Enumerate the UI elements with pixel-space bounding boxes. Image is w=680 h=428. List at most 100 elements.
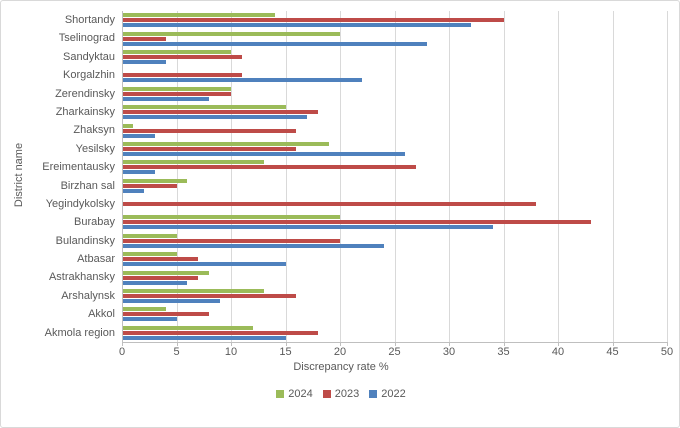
category-label-sandyktau: Sandyktau xyxy=(63,50,115,63)
category-label-ereimentausky: Ereimentausky xyxy=(42,161,115,174)
bar-arshalynsk-2022 xyxy=(122,299,221,304)
category-label-astrakhansky: Astrakhansky xyxy=(48,271,115,284)
category-label-birzhan-sal: Birzhan sal xyxy=(60,179,115,192)
bar-burabay-2022 xyxy=(122,225,493,230)
bar-zhaksyn-2024 xyxy=(122,123,133,128)
category-label-yegindykolsky: Yegindykolsky xyxy=(45,197,115,210)
x-tick-label-45: 45 xyxy=(606,346,619,358)
y-axis-line xyxy=(122,11,123,342)
y-axis-title: District name xyxy=(13,142,25,208)
gridline-x-15 xyxy=(285,11,287,342)
bar-yesilsky-2023 xyxy=(122,146,297,151)
x-tick-label-15: 15 xyxy=(279,346,292,358)
tick-mark-x-15 xyxy=(285,342,287,346)
bar-bulandinsky-2024 xyxy=(122,233,177,238)
category-label-bulandinsky: Bulandinsky xyxy=(55,234,115,247)
bar-akmola-region-2024 xyxy=(122,325,253,330)
x-tick-label-0: 0 xyxy=(118,346,126,358)
bar-burabay-2024 xyxy=(122,215,340,220)
x-tick-label-5: 5 xyxy=(173,346,180,358)
bar-akmola-region-2023 xyxy=(122,330,319,335)
category-label-yesilsky: Yesilsky xyxy=(75,142,115,155)
bar-atbasar-2023 xyxy=(122,257,199,262)
legend-label-2022: 2022 xyxy=(381,388,406,400)
legend-item-2024: 2024 xyxy=(276,388,313,400)
x-axis-line xyxy=(122,342,668,343)
tick-mark-x-35 xyxy=(503,342,505,346)
x-tick-label-30: 30 xyxy=(442,346,456,358)
x-tick-label-35: 35 xyxy=(497,346,510,358)
bar-ereimentausky-2024 xyxy=(122,160,264,165)
tick-mark-x-25 xyxy=(394,342,396,346)
bar-shortandy-2024 xyxy=(122,13,275,18)
bar-arshalynsk-2023 xyxy=(122,294,297,299)
bar-sandyktau-2022 xyxy=(122,59,166,64)
bar-zharkainsky-2022 xyxy=(122,115,308,120)
bar-astrakhansky-2024 xyxy=(122,270,210,275)
bar-yesilsky-2024 xyxy=(122,141,330,146)
bar-tselinograd-2023 xyxy=(122,36,166,41)
category-label-akkol: Akkol xyxy=(88,308,115,321)
bar-astrakhansky-2023 xyxy=(122,275,199,280)
x-tick-label-10: 10 xyxy=(224,346,238,358)
legend: 2024 2023 2022 xyxy=(1,388,679,400)
plot-area xyxy=(122,11,668,342)
bar-bulandinsky-2023 xyxy=(122,238,340,243)
bar-yesilsky-2022 xyxy=(122,151,406,156)
bar-birzhan-sal-2024 xyxy=(122,178,188,183)
category-label-burabay: Burabay xyxy=(74,216,115,229)
bar-zhaksyn-2023 xyxy=(122,128,297,133)
gridline-x-30 xyxy=(449,11,450,342)
bar-burabay-2023 xyxy=(122,220,591,225)
category-label-arshalynsk: Arshalynsk xyxy=(61,289,115,302)
bar-shortandy-2022 xyxy=(122,23,471,28)
legend-label-2024: 2024 xyxy=(288,388,313,400)
bar-yegindykolsky-2023 xyxy=(122,202,537,207)
tick-mark-x-50 xyxy=(667,342,668,346)
bar-akkol-2022 xyxy=(122,317,177,322)
legend-item-2022: 2022 xyxy=(369,388,406,400)
bar-bulandinsky-2022 xyxy=(122,243,384,248)
category-label-atbasar: Atbasar xyxy=(77,253,115,266)
gridline-x-35 xyxy=(503,11,505,342)
category-label-zhaksyn: Zhaksyn xyxy=(73,124,115,137)
bar-ereimentausky-2023 xyxy=(122,165,417,170)
bar-zerendinsky-2024 xyxy=(122,86,231,91)
legend-marker-2023 xyxy=(322,390,331,398)
x-tick-label-25: 25 xyxy=(388,346,401,358)
bar-zerendinsky-2023 xyxy=(122,91,231,96)
tick-mark-x-45 xyxy=(612,342,614,346)
legend-label-2023: 2023 xyxy=(334,388,360,400)
bar-korgalzhin-2022 xyxy=(122,78,362,83)
bar-korgalzhin-2023 xyxy=(122,73,242,78)
category-label-zerendinsky: Zerendinsky xyxy=(55,87,115,100)
x-tick-label-50: 50 xyxy=(660,346,674,358)
legend-marker-2022 xyxy=(369,390,378,398)
tick-mark-x-40 xyxy=(558,342,559,346)
bar-astrakhansky-2022 xyxy=(122,280,188,285)
category-label-shortandy: Shortandy xyxy=(64,14,115,26)
bar-tselinograd-2024 xyxy=(122,31,340,36)
gridline-x-20 xyxy=(340,11,341,342)
gridline-x-40 xyxy=(558,11,559,342)
tick-mark-x-20 xyxy=(340,342,341,346)
bar-akkol-2024 xyxy=(122,307,166,312)
bar-akmola-region-2022 xyxy=(122,335,286,340)
bar-zerendinsky-2022 xyxy=(122,96,210,101)
legend-item-2023: 2023 xyxy=(322,388,360,400)
gridline-x-45 xyxy=(612,11,614,342)
gridline-x-50 xyxy=(667,11,668,342)
bar-atbasar-2024 xyxy=(122,252,177,257)
gridline-x-10 xyxy=(231,11,232,342)
bar-atbasar-2022 xyxy=(122,262,286,267)
tick-mark-x-10 xyxy=(231,342,232,346)
category-label-korgalzhin: Korgalzhin xyxy=(63,69,115,82)
bar-shortandy-2023 xyxy=(122,18,504,23)
gridline-x-25 xyxy=(394,11,396,342)
gridline-x-5 xyxy=(176,11,178,342)
bar-birzhan-sal-2022 xyxy=(122,188,144,193)
bar-ereimentausky-2022 xyxy=(122,170,155,175)
bar-zhaksyn-2022 xyxy=(122,133,155,138)
tick-mark-x-30 xyxy=(449,342,450,346)
